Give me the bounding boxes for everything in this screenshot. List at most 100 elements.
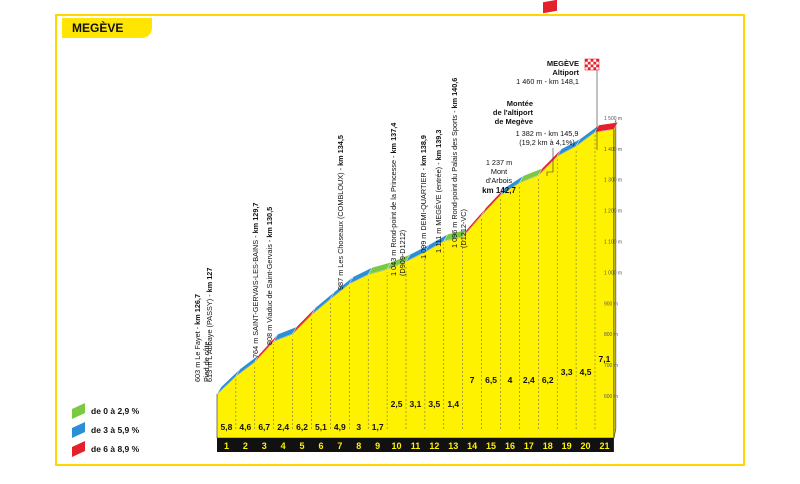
mont-arbois-label: Mont — [491, 167, 507, 176]
category-badge — [543, 0, 557, 14]
climb-pointer — [546, 148, 554, 176]
grade-band — [594, 122, 619, 133]
grade-label: 2,5 — [391, 399, 403, 409]
y-axis-label: 1 000 m — [604, 270, 622, 276]
profile-side — [613, 120, 617, 439]
legend-label: de 3 à 5,9 % — [91, 425, 140, 435]
grade-label: 6,5 — [485, 375, 497, 385]
annotation-text: 764 m SAINT-GERVAIS-LES-BAINS - km 129,7 — [251, 203, 260, 358]
annotation-place: 1 111 m MEGÈVE (entrée) - — [434, 160, 443, 253]
flag-square — [596, 59, 599, 62]
flag-square — [596, 64, 599, 68]
flag-square — [593, 61, 597, 65]
km-number: 7 — [337, 441, 342, 451]
grade-label: 6,2 — [296, 422, 308, 432]
annotation: 987 m Les Choseaux (COMBLOUX) - km 134,5 — [336, 135, 345, 290]
annotation-km: km 129,7 — [251, 203, 260, 234]
km-number: 13 — [448, 441, 458, 451]
annotation-km: km 140,6 — [450, 78, 459, 109]
annotation-text: 1 043 m Rond-point de la Princesse - km … — [389, 122, 398, 276]
annotation-subtext: Pied de côte — [202, 341, 211, 382]
grade-label: 2,4 — [523, 375, 535, 385]
flag-square — [587, 61, 591, 65]
grade-label: 7,1 — [599, 354, 611, 364]
y-axis-label: 900 m — [604, 301, 618, 307]
km-number: 3 — [262, 441, 267, 451]
annotation-place: 1 096 m Rond-point du Palais des Sports … — [450, 108, 459, 248]
km-number: 8 — [356, 441, 361, 451]
annotation-text: 1 111 m MEGÈVE (entrée) - km 139,3 — [434, 130, 443, 253]
grade-label: 3,3 — [561, 367, 573, 377]
legend-item-red: de 6 à 8,9 % — [72, 440, 139, 458]
category-number: 2 — [549, 101, 554, 110]
km-number: 20 — [581, 441, 591, 451]
km-number: 19 — [562, 441, 572, 451]
annotation-km: km 134,5 — [336, 135, 345, 166]
legend-swatch-red — [72, 440, 85, 458]
grade-label: 4,6 — [239, 422, 251, 432]
km-number: 6 — [318, 441, 323, 451]
y-axis-label: 700 m — [604, 363, 618, 369]
finish-name: Altiport — [552, 68, 579, 77]
mont-arbois-label: 1 237 m — [486, 158, 512, 167]
grade-label: 5,8 — [221, 422, 233, 432]
grade-label: 6,2 — [542, 375, 554, 385]
km-number: 14 — [467, 441, 477, 451]
km-number: 17 — [524, 441, 534, 451]
km-number: 4 — [281, 441, 286, 451]
annotation-km: km 127 — [205, 268, 214, 293]
km-number: 12 — [429, 441, 439, 451]
km-number: 1 — [224, 441, 229, 451]
annotation-text: 808 m Viaduc de Saint-Gervais - km 130,5 — [265, 207, 274, 345]
grade-label: 6,7 — [258, 422, 270, 432]
grade-label: 7 — [470, 375, 475, 385]
km-number: 15 — [486, 441, 496, 451]
legend-item-blue: de 3 à 5,9 % — [72, 421, 139, 439]
annotation: 1 111 m MEGÈVE (entrée) - km 139,3 — [434, 130, 443, 253]
annotation-text: 603 m Le Fayet - km 126,7 — [193, 294, 202, 382]
km-number: 10 — [392, 441, 402, 451]
grade-label: 4,5 — [580, 367, 592, 377]
flag-square — [593, 67, 597, 70]
gradient-legend: de 0 à 2,9 % de 3 à 5,9 % de 6 à 8,9 % — [72, 402, 139, 459]
grade-label: 3,5 — [428, 399, 440, 409]
climb-name: de l'altiport — [493, 108, 534, 117]
annotation-place: 1 043 m Rond-point de la Princesse - — [389, 154, 398, 277]
annotation-km: km 126,7 — [193, 294, 202, 325]
flag-square — [590, 59, 594, 62]
y-axis-label: 1 300 m — [604, 178, 622, 184]
annotation-km: km 139,3 — [434, 130, 443, 161]
grade-label: 3 — [356, 422, 361, 432]
grade-label: 5,1 — [315, 422, 327, 432]
grade-label: 4 — [508, 375, 513, 385]
climb-detail: (19,2 km à 4,1%) — [519, 138, 575, 147]
annotation-km: km 138,9 — [419, 135, 428, 166]
km-number: 16 — [505, 441, 515, 451]
grade-label: 1,7 — [372, 422, 384, 432]
flag-square — [590, 64, 594, 68]
y-axis-label: 600 m — [604, 394, 618, 400]
annotation-text: 613 m L'Abbaye (PASSY) - km 127 — [205, 268, 214, 382]
km-number: 5 — [300, 441, 305, 451]
km-band — [217, 438, 614, 452]
y-axis-label: 1 500 m — [604, 116, 622, 122]
legend-item-green: de 0 à 2,9 % — [72, 402, 139, 420]
legend-swatch-blue — [72, 421, 85, 439]
annotation: 1 043 m Rond-point de la Princesse - km … — [389, 122, 407, 276]
annotation: 808 m Viaduc de Saint-Gervais - km 130,5 — [265, 207, 274, 345]
annotation-place: 764 m SAINT-GERVAIS-LES-BAINS - — [251, 233, 260, 358]
annotation-subtext: (D1212-VC) — [459, 209, 468, 248]
km-number: 21 — [599, 441, 609, 451]
annotation-place: 613 m L'Abbaye (PASSY) - — [205, 292, 214, 382]
mont-arbois-label: d'Arbois — [486, 176, 512, 185]
grade-label: 4,9 — [334, 422, 346, 432]
page-title: MEGÈVE — [72, 21, 124, 35]
annotation-place: 808 m Viaduc de Saint-Gervais - — [265, 238, 274, 345]
annotation-km: km 130,5 — [265, 207, 274, 238]
annotation-text: 987 m Les Choseaux (COMBLOUX) - km 134,5 — [336, 135, 345, 290]
profile-face — [216, 128, 615, 439]
grade-label: 2,4 — [277, 422, 289, 432]
annotation: 764 m SAINT-GERVAIS-LES-BAINS - km 129,7 — [251, 203, 260, 358]
annotation-text: 1 099 m DEMI-QUARTIER - km 138,9 — [419, 135, 428, 259]
